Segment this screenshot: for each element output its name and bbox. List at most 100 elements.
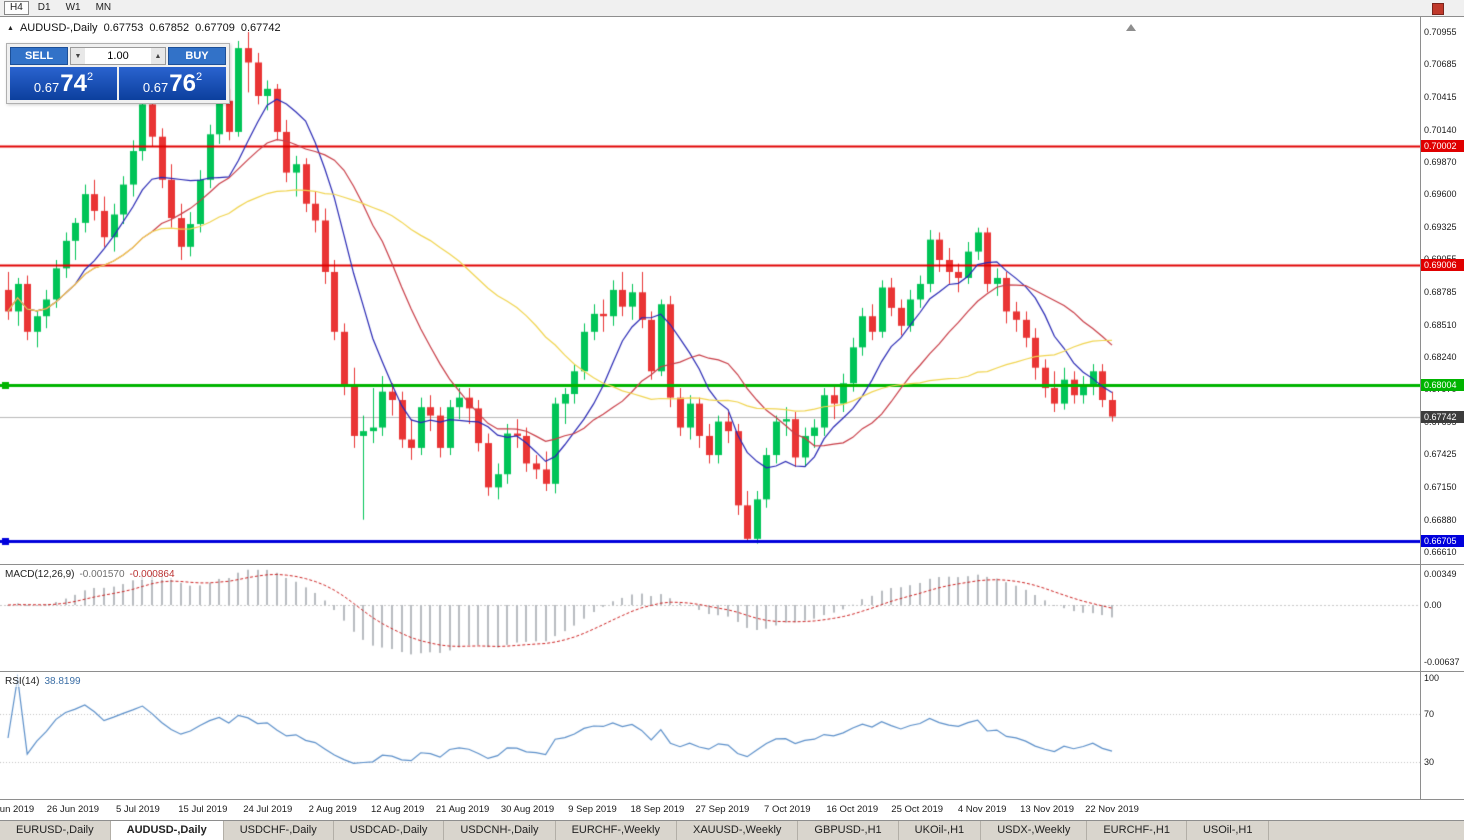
- timeframe-button-w1[interactable]: W1: [60, 1, 87, 15]
- ohlc-open-value: 0.67753: [103, 22, 144, 34]
- rsi-axis-tick: 70: [1424, 709, 1435, 719]
- rsi-axis-tick: 30: [1424, 757, 1435, 767]
- chart-tab-bar: EURUSD-,Daily AUDUSD-,Daily USDCHF-,Daily U…: [0, 820, 1464, 840]
- tab-usdchf-daily[interactable]: USDCHF-,Daily: [223, 821, 334, 840]
- price-tick: 0.68785: [1424, 286, 1457, 297]
- rsi-axis-tick: 100: [1424, 673, 1440, 683]
- price-tick: 0.69600: [1424, 189, 1457, 200]
- tab-audusd-daily[interactable]: AUDUSD-,Daily: [110, 821, 224, 840]
- price-tick: 0.70415: [1424, 91, 1457, 102]
- date-label: 16 Oct 2019: [826, 804, 879, 815]
- date-label: 17 Jun 2019: [0, 804, 35, 815]
- rsi-axis[interactable]: 100 70 30: [1420, 672, 1464, 799]
- date-label: 4 Nov 2019: [957, 804, 1007, 815]
- price-tick: 0.66880: [1424, 514, 1457, 525]
- macd-main-value: -0.001570: [79, 569, 125, 580]
- volume-input[interactable]: [85, 48, 151, 64]
- price-tick: 0.70140: [1424, 124, 1457, 135]
- timeframe-button-h4[interactable]: H4: [4, 1, 29, 15]
- tab-ukoil-h1[interactable]: UKOil-,H1: [898, 821, 982, 840]
- macd-signal-value: -0.000864: [129, 569, 175, 580]
- macd-axis-tick: 0.00349: [1424, 568, 1457, 579]
- rsi-indicator-name: RSI(14): [5, 676, 40, 687]
- date-label: 15 Jul 2019: [178, 804, 228, 815]
- date-label: 24 Jul 2019: [243, 804, 293, 815]
- buy-price-base: 0.67: [142, 80, 169, 95]
- ohlc-high-value: 0.67852: [149, 22, 190, 34]
- toolbar-red-icon[interactable]: [1432, 3, 1444, 15]
- macd-pane: MACD(12,26,9) -0.001570 -0.000864 0.0034…: [0, 564, 1464, 671]
- macd-label-row: MACD(12,26,9) -0.001570 -0.000864: [5, 569, 175, 580]
- current-price-label: 0.67742: [1421, 410, 1464, 423]
- date-label: 5 Jul 2019: [115, 804, 160, 815]
- chart-symbol-label: AUDUSD-,Daily: [19, 22, 98, 34]
- price-tick: 0.69870: [1424, 156, 1457, 167]
- buy-price-pipette: 2: [195, 71, 203, 83]
- ohlc-low-value: 0.67709: [195, 22, 235, 34]
- price-axis[interactable]: 0.70955 0.70685 0.70415 0.70140 0.69870 0.696…: [1420, 17, 1464, 564]
- trade-panel-prices: 0.67 74 2 0.67 76 2: [10, 67, 226, 100]
- level-price-label: 0.68004: [1421, 379, 1464, 392]
- tab-usdcnh-daily[interactable]: USDCNH-,Daily: [444, 821, 556, 840]
- price-chart-canvas[interactable]: [0, 17, 1420, 564]
- price-tick: 0.70955: [1424, 26, 1457, 37]
- tab-gbpusd-h1[interactable]: GBPUSD-,H1: [798, 821, 899, 840]
- rsi-value: 38.8199: [44, 676, 81, 687]
- date-label: 25 Oct 2019: [891, 804, 944, 815]
- timeframe-button-mn[interactable]: MN: [90, 1, 118, 15]
- rsi-canvas[interactable]: [0, 672, 1420, 798]
- time-axis[interactable]: 17 Jun 2019 26 Jun 2019 5 Jul 2019 15 Jul 2…: [0, 799, 1464, 821]
- level-price-label: 0.66705: [1421, 534, 1464, 547]
- buy-button[interactable]: BUY: [168, 47, 226, 65]
- date-label: 27 Sep 2019: [695, 804, 750, 815]
- date-label: 12 Aug 2019: [370, 804, 425, 815]
- price-tick: 0.67150: [1424, 482, 1457, 493]
- level-price-label: 0.70002: [1421, 140, 1464, 153]
- price-tick: 0.69325: [1424, 222, 1457, 233]
- date-label: 26 Jun 2019: [46, 804, 100, 815]
- trade-panel-controls: SELL ▼ ▲ BUY: [10, 47, 226, 65]
- price-tick: 0.67425: [1424, 449, 1457, 460]
- tab-usdx-weekly[interactable]: USDX-,Weekly: [981, 821, 1088, 840]
- rsi-label-row: RSI(14) 38.8199: [5, 676, 81, 687]
- price-tick: 0.68240: [1424, 351, 1457, 362]
- chevron-up-icon: ▲: [154, 52, 162, 60]
- sell-price-pipette: 2: [86, 71, 94, 83]
- chart-header: ▲ AUDUSD-,Daily 0.67753 0.67852 0.67709 …: [7, 22, 281, 34]
- buy-price-big: 76: [169, 69, 196, 97]
- macd-indicator-name: MACD(12,26,9): [5, 569, 75, 580]
- sell-price-base: 0.67: [33, 80, 60, 95]
- date-label: 7 Oct 2019: [764, 804, 811, 815]
- timeframe-group: H4 D1 W1 MN: [0, 0, 1464, 16]
- sell-price-display[interactable]: 0.67 74 2: [10, 67, 117, 100]
- ohlc-close-value: 0.67742: [240, 22, 281, 34]
- macd-canvas[interactable]: [0, 565, 1420, 670]
- sell-button[interactable]: SELL: [10, 47, 68, 65]
- chart-shift-marker-icon[interactable]: [1126, 24, 1136, 31]
- price-tick: 0.66610: [1424, 547, 1457, 558]
- volume-decrease-button[interactable]: ▼: [71, 48, 85, 64]
- date-label: 21 Aug 2019: [435, 804, 490, 815]
- tab-usdcad-daily[interactable]: USDCAD-,Daily: [333, 821, 445, 840]
- macd-axis[interactable]: 0.00349 0.00 -0.00637: [1420, 565, 1464, 671]
- date-label: 30 Aug 2019: [500, 804, 555, 815]
- volume-control: ▼ ▲: [70, 47, 166, 65]
- buy-price-display[interactable]: 0.67 76 2: [119, 67, 226, 100]
- price-tick: 0.70685: [1424, 59, 1457, 70]
- tab-xauusd-weekly[interactable]: XAUUSD-,Weekly: [676, 821, 799, 840]
- tab-usoil-h1[interactable]: USOil-,H1: [1186, 821, 1270, 840]
- macd-axis-tick: 0.00: [1424, 600, 1442, 610]
- collapse-triangle-icon[interactable]: ▲: [7, 24, 14, 32]
- tab-eurusd-daily[interactable]: EURUSD-,Daily: [0, 821, 111, 840]
- date-label: 2 Aug 2019: [308, 804, 357, 815]
- tab-eurchf-weekly[interactable]: EURCHF-,Weekly: [555, 821, 677, 840]
- tab-eurchf-h1[interactable]: EURCHF-,H1: [1087, 821, 1187, 840]
- chart-toolbar: H4 D1 W1 MN: [0, 0, 1464, 17]
- timeframe-button-d1[interactable]: D1: [32, 1, 57, 15]
- chevron-down-icon: ▼: [74, 52, 82, 60]
- date-label: 13 Nov 2019: [1020, 804, 1074, 815]
- volume-increase-button[interactable]: ▲: [151, 48, 165, 64]
- macd-axis-tick: -0.00637: [1424, 656, 1460, 667]
